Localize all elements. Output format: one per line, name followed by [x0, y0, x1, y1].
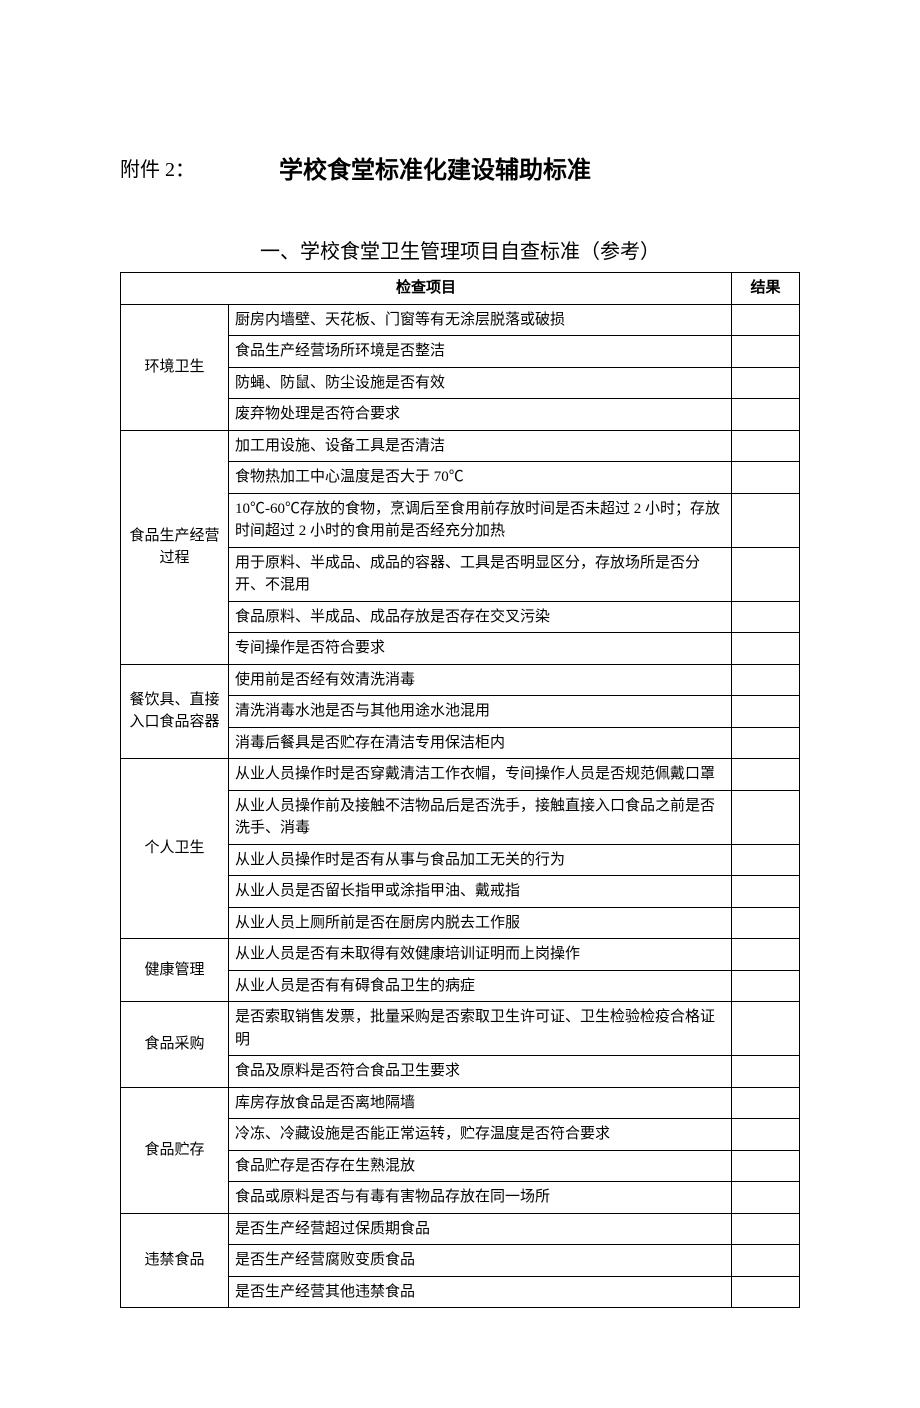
- result-cell: [732, 1213, 800, 1245]
- result-cell: [732, 367, 800, 399]
- item-cell: 食物热加工中心温度是否大于 70℃: [229, 462, 732, 494]
- item-cell: 食品贮存是否存在生熟混放: [229, 1150, 732, 1182]
- item-cell: 食品及原料是否符合食品卫生要求: [229, 1056, 732, 1088]
- section-title: 一、学校食堂卫生管理项目自查标准（参考）: [120, 235, 800, 264]
- item-cell: 从业人员上厕所前是否在厨房内脱去工作服: [229, 907, 732, 939]
- item-cell: 是否索取销售发票，批量采购是否索取卫生许可证、卫生检验检疫合格证明: [229, 1002, 732, 1056]
- item-cell: 冷冻、冷藏设施是否能正常运转，贮存温度是否符合要求: [229, 1119, 732, 1151]
- category-cell: 食品采购: [121, 1002, 229, 1088]
- result-cell: [732, 336, 800, 368]
- result-cell: [732, 430, 800, 462]
- table-row: 健康管理从业人员是否有未取得有效健康培训证明而上岗操作: [121, 939, 800, 971]
- category-cell: 食品生产经营过程: [121, 430, 229, 664]
- result-cell: [732, 1245, 800, 1277]
- item-cell: 从业人员是否留长指甲或涂指甲油、戴戒指: [229, 876, 732, 908]
- attachment-label: 附件 2：: [120, 153, 195, 182]
- table-row: 餐饮具、直接入口食品容器使用前是否经有效清洗消毒: [121, 664, 800, 696]
- item-cell: 食品生产经营场所环境是否整洁: [229, 336, 732, 368]
- result-cell: [732, 907, 800, 939]
- item-cell: 从业人员操作时是否穿戴清洁工作衣帽，专间操作人员是否规范佩戴口罩: [229, 759, 732, 791]
- item-cell: 从业人员操作前及接触不洁物品后是否洗手，接触直接入口食品之前是否洗手、消毒: [229, 790, 732, 844]
- result-cell: [732, 399, 800, 431]
- item-cell: 是否生产经营超过保质期食品: [229, 1213, 732, 1245]
- table-body: 环境卫生厨房内墙壁、天花板、门窗等有无涂层脱落或破损食品生产经营场所环境是否整洁…: [121, 304, 800, 1308]
- result-cell: [732, 844, 800, 876]
- inspection-table: 检查项目 结果 环境卫生厨房内墙壁、天花板、门窗等有无涂层脱落或破损食品生产经营…: [120, 272, 800, 1308]
- result-cell: [732, 696, 800, 728]
- item-cell: 加工用设施、设备工具是否清洁: [229, 430, 732, 462]
- result-cell: [732, 1087, 800, 1119]
- category-cell: 个人卫生: [121, 759, 229, 939]
- item-cell: 从业人员是否有有碍食品卫生的病症: [229, 970, 732, 1002]
- table-row: 食品贮存库房存放食品是否离地隔墙: [121, 1087, 800, 1119]
- item-cell: 防蝇、防鼠、防尘设施是否有效: [229, 367, 732, 399]
- item-cell: 食品或原料是否与有毒有害物品存放在同一场所: [229, 1182, 732, 1214]
- result-cell: [732, 601, 800, 633]
- category-cell: 餐饮具、直接入口食品容器: [121, 664, 229, 759]
- category-cell: 食品贮存: [121, 1087, 229, 1213]
- item-cell: 使用前是否经有效清洗消毒: [229, 664, 732, 696]
- document-header: 附件 2： 学校食堂标准化建设辅助标准: [120, 150, 800, 185]
- item-cell: 是否生产经营其他违禁食品: [229, 1276, 732, 1308]
- item-cell: 用于原料、半成品、成品的容器、工具是否明显区分，存放场所是否分开、不混用: [229, 547, 732, 601]
- item-cell: 消毒后餐具是否贮存在清洁专用保洁柜内: [229, 727, 732, 759]
- item-cell: 废弃物处理是否符合要求: [229, 399, 732, 431]
- result-cell: [732, 727, 800, 759]
- result-cell: [732, 1056, 800, 1088]
- item-cell: 专间操作是否符合要求: [229, 633, 732, 665]
- header-result: 结果: [732, 273, 800, 305]
- result-cell: [732, 462, 800, 494]
- item-cell: 是否生产经营腐败变质食品: [229, 1245, 732, 1277]
- item-cell: 库房存放食品是否离地隔墙: [229, 1087, 732, 1119]
- item-cell: 食品原料、半成品、成品存放是否存在交叉污染: [229, 601, 732, 633]
- header-item: 检查项目: [121, 273, 732, 305]
- table-header-row: 检查项目 结果: [121, 273, 800, 305]
- main-title: 学校食堂标准化建设辅助标准: [279, 150, 591, 185]
- result-cell: [732, 633, 800, 665]
- result-cell: [732, 1002, 800, 1056]
- result-cell: [732, 759, 800, 791]
- category-cell: 健康管理: [121, 939, 229, 1002]
- table-row: 食品生产经营过程加工用设施、设备工具是否清洁: [121, 430, 800, 462]
- result-cell: [732, 939, 800, 971]
- table-row: 食品采购是否索取销售发票，批量采购是否索取卫生许可证、卫生检验检疫合格证明: [121, 1002, 800, 1056]
- result-cell: [732, 547, 800, 601]
- result-cell: [732, 1150, 800, 1182]
- table-row: 环境卫生厨房内墙壁、天花板、门窗等有无涂层脱落或破损: [121, 304, 800, 336]
- item-cell: 清洗消毒水池是否与其他用途水池混用: [229, 696, 732, 728]
- category-cell: 违禁食品: [121, 1213, 229, 1308]
- result-cell: [732, 493, 800, 547]
- table-row: 违禁食品是否生产经营超过保质期食品: [121, 1213, 800, 1245]
- result-cell: [732, 876, 800, 908]
- category-cell: 环境卫生: [121, 304, 229, 430]
- result-cell: [732, 1119, 800, 1151]
- item-cell: 从业人员操作时是否有从事与食品加工无关的行为: [229, 844, 732, 876]
- result-cell: [732, 1182, 800, 1214]
- result-cell: [732, 970, 800, 1002]
- table-row: 个人卫生从业人员操作时是否穿戴清洁工作衣帽，专间操作人员是否规范佩戴口罩: [121, 759, 800, 791]
- result-cell: [732, 790, 800, 844]
- result-cell: [732, 1276, 800, 1308]
- result-cell: [732, 664, 800, 696]
- item-cell: 厨房内墙壁、天花板、门窗等有无涂层脱落或破损: [229, 304, 732, 336]
- item-cell: 从业人员是否有未取得有效健康培训证明而上岗操作: [229, 939, 732, 971]
- document-page: 附件 2： 学校食堂标准化建设辅助标准 一、学校食堂卫生管理项目自查标准（参考）…: [0, 0, 920, 1408]
- result-cell: [732, 304, 800, 336]
- item-cell: 10℃-60℃存放的食物，烹调后至食用前存放时间是否未超过 2 小时；存放时间超…: [229, 493, 732, 547]
